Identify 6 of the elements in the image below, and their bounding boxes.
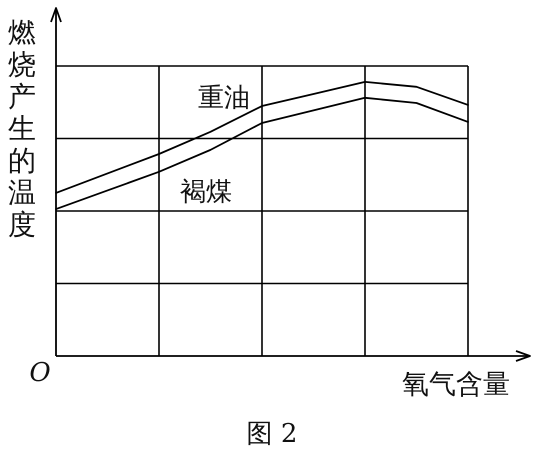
series-label: 褐煤 [180, 177, 232, 207]
x-axis-title: 氧气含量 [402, 369, 510, 400]
caption: 图 2 [246, 419, 298, 449]
y-axis-title: 燃烧产生的温度 [8, 16, 36, 241]
text: O [29, 358, 51, 388]
series-label: 重油 [198, 83, 250, 113]
